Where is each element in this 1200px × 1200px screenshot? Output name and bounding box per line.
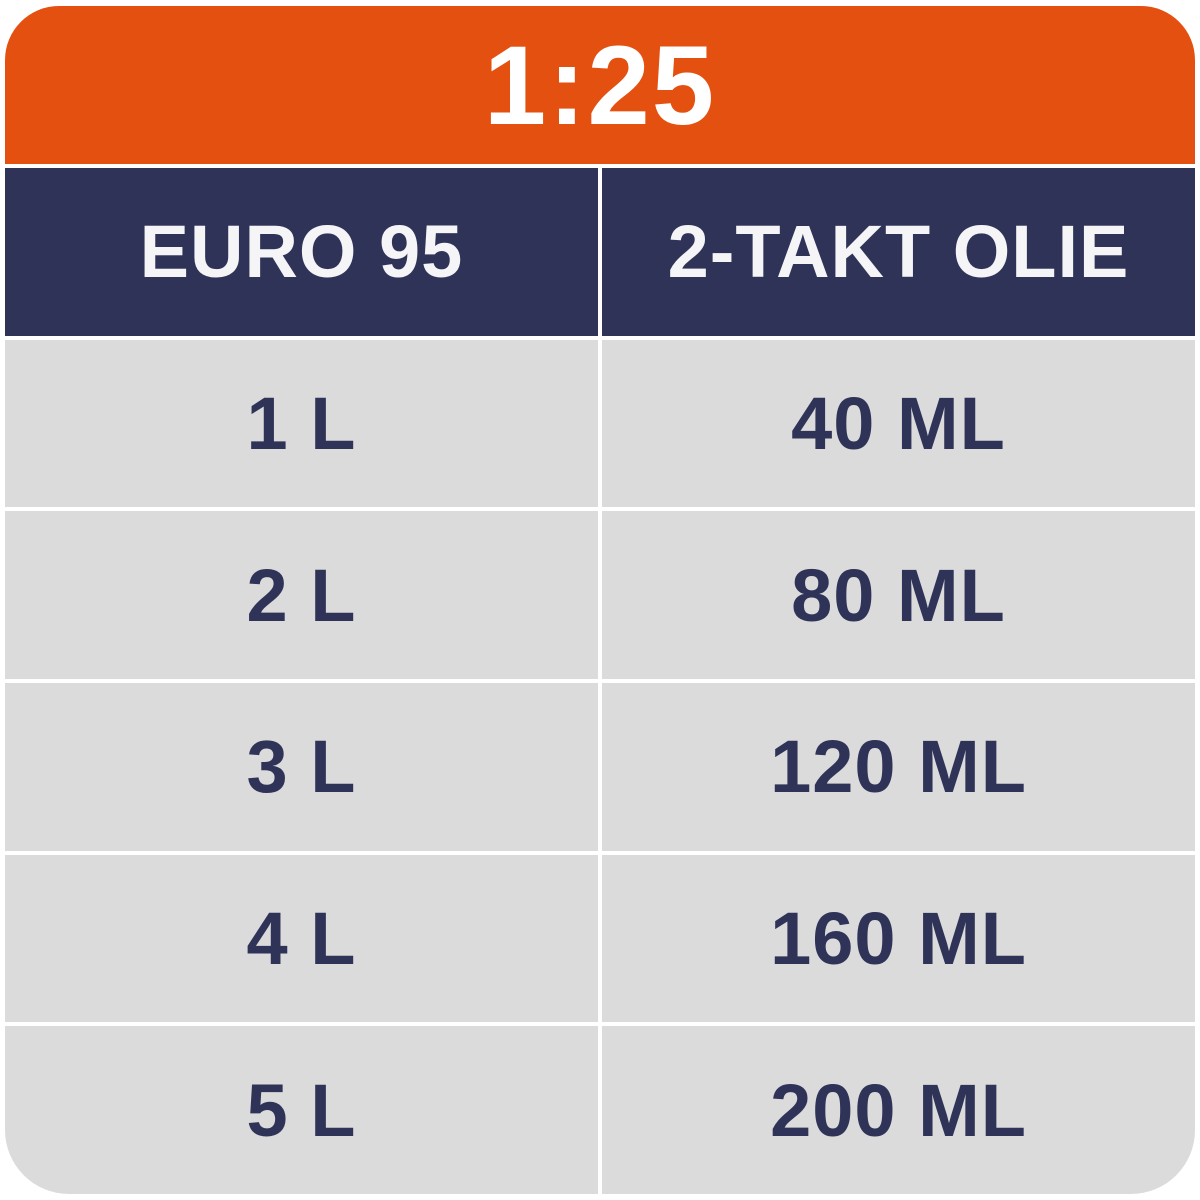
oil-amount: 120 ML bbox=[602, 683, 1195, 851]
ratio-banner: 1:25 bbox=[5, 6, 1195, 164]
oil-amount: 80 ML bbox=[602, 511, 1195, 680]
oil-amount: 200 ML bbox=[602, 1026, 1195, 1195]
fuel-amount: 2 L bbox=[5, 511, 598, 680]
oil-amount: 40 ML bbox=[602, 339, 1195, 508]
fuel-amount: 3 L bbox=[5, 683, 598, 851]
table-row: 2 L 80 ML bbox=[5, 511, 1195, 680]
table-row: 4 L 160 ML bbox=[5, 854, 1195, 1023]
column-header-oil: 2-TAKT OLIE bbox=[602, 168, 1195, 336]
column-header-fuel: EURO 95 bbox=[5, 168, 598, 336]
table-row: 1 L 40 ML bbox=[5, 339, 1195, 508]
oil-amount: 160 ML bbox=[602, 854, 1195, 1023]
fuel-amount: 5 L bbox=[5, 1026, 598, 1195]
ratio-table-card: 1:25 EURO 95 2-TAKT OLIE 1 L 40 ML 2 L 8… bbox=[5, 6, 1195, 1195]
fuel-amount: 1 L bbox=[5, 339, 598, 508]
table-row: 3 L 120 ML bbox=[5, 683, 1195, 851]
fuel-amount: 4 L bbox=[5, 854, 598, 1023]
table-row: 5 L 200 ML bbox=[5, 1026, 1195, 1195]
table-header-row: EURO 95 2-TAKT OLIE bbox=[5, 168, 1195, 336]
